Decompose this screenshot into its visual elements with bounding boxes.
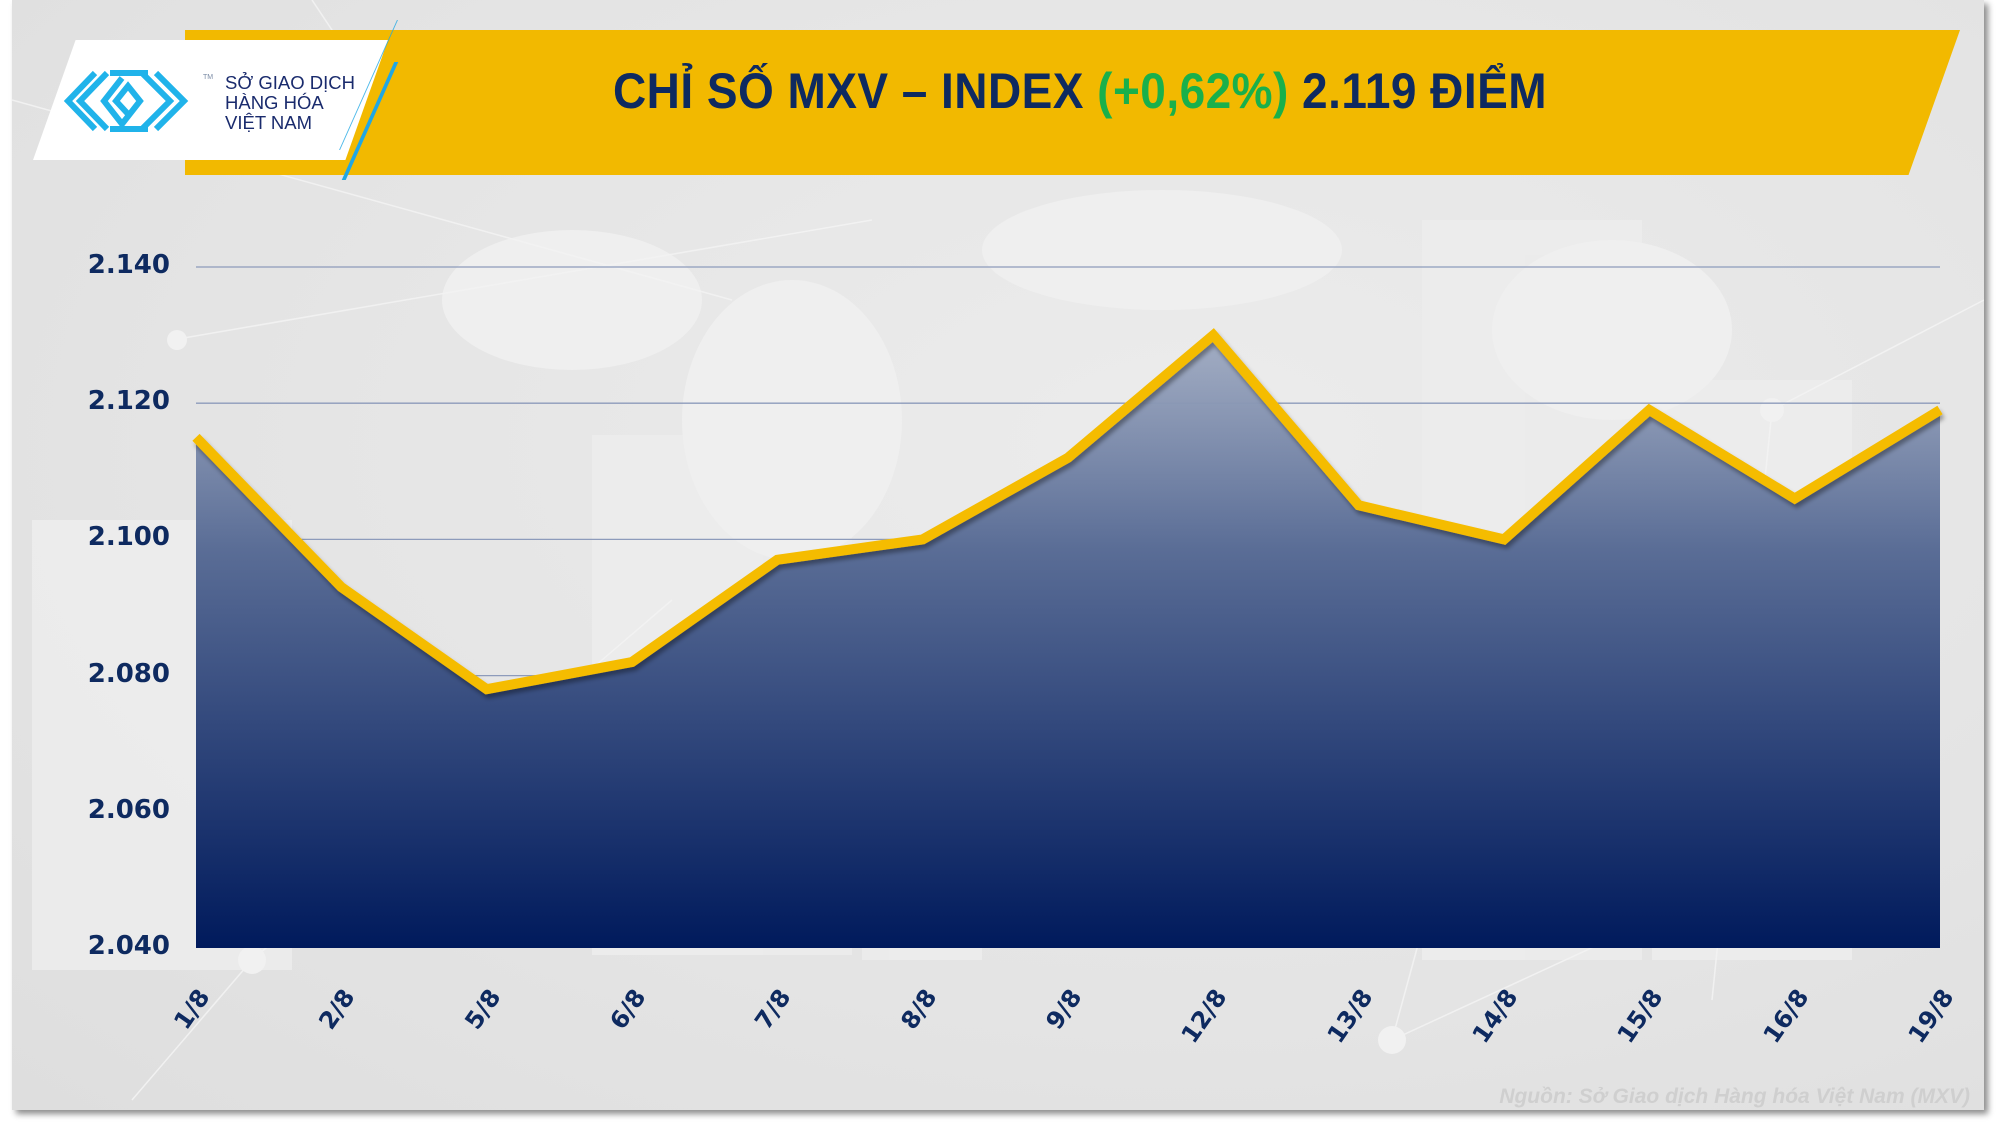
area-fill bbox=[196, 335, 1940, 949]
logo-text: SỞ GIAO DỊCH HÀNG HÓA VIỆT NAM bbox=[225, 73, 355, 133]
chart-title: CHỈ SỐ MXV – INDEX (+0,62%) 2.119 ĐIỂM bbox=[436, 62, 1724, 142]
y-tick-label: 2.060 bbox=[87, 794, 170, 825]
y-tick-label: 2.100 bbox=[87, 522, 170, 553]
y-tick-label: 2.140 bbox=[87, 250, 170, 280]
y-tick-label: 2.120 bbox=[87, 386, 170, 417]
logo-line-3: VIỆT NAM bbox=[225, 112, 313, 133]
trademark-mark: TM bbox=[203, 74, 214, 81]
logo-panel bbox=[33, 40, 388, 160]
logo-line-2: HÀNG HÓA bbox=[225, 92, 324, 113]
title-value: 2.119 ĐIỂM bbox=[1288, 63, 1548, 119]
logo-line-1: SỞ GIAO DỊCH bbox=[225, 72, 355, 93]
title-prefix: CHỈ SỐ MXV – INDEX bbox=[612, 63, 1098, 119]
index-line bbox=[192, 328, 1943, 695]
title-banner bbox=[185, 30, 1960, 175]
y-tick-label: 2.080 bbox=[87, 658, 170, 689]
source-note: Nguồn: Sở Giao dịch Hàng hóa Việt Nam (M… bbox=[1499, 1085, 1970, 1108]
y-tick-label: 2.040 bbox=[87, 931, 170, 961]
mxv-logo-icon bbox=[63, 70, 189, 132]
title-change-percent: (+0,62%) bbox=[1097, 63, 1289, 119]
